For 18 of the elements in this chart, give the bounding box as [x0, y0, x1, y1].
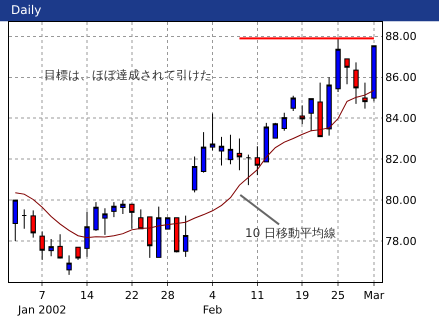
x-tick-label: 28 [160, 289, 175, 302]
y-tick-label: 78.00 [385, 234, 417, 248]
x-tick-label: Mar [364, 289, 385, 302]
chart-title: Daily [11, 3, 42, 17]
y-tick-label: 88.00 [385, 30, 417, 44]
x-tick-label: 14 [80, 289, 94, 302]
y-tick-label: 86.00 [385, 71, 417, 84]
y-tick-label: 82.00 [385, 153, 417, 166]
x-tick-label: 7 Jan 2002 [16, 289, 66, 316]
x-tick-label: 4 Feb [202, 289, 222, 316]
y-tick-label: 80.00 [385, 194, 417, 207]
annotation: 目標は、ほぼ達成されて引けた [44, 68, 212, 82]
x-tick-label: 11 [250, 289, 264, 302]
x-tick-label: 22 [124, 289, 139, 302]
y-tick-label: 84.00 [385, 112, 417, 126]
x-tick-label: 19 [295, 289, 310, 302]
x-tick-label: 25 [331, 289, 346, 302]
annotation: 10 日移動平均線 [245, 226, 336, 240]
